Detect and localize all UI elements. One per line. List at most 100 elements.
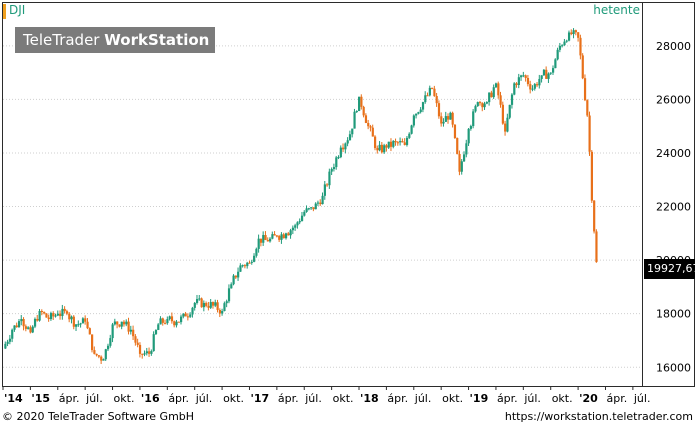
candle-body xyxy=(367,122,370,127)
candle-body xyxy=(118,324,121,327)
candle-body xyxy=(396,142,400,144)
candle-body xyxy=(513,83,516,95)
candle-body xyxy=(241,265,244,267)
x-tick-label: '17 xyxy=(250,392,269,405)
candle-body xyxy=(355,111,358,113)
candle-body xyxy=(346,140,349,144)
candle-body xyxy=(476,102,479,107)
candle-body xyxy=(554,59,557,69)
candle-body xyxy=(278,236,281,240)
period-label[interactable]: hetente xyxy=(593,3,640,17)
y-tick-label: 28000 xyxy=(656,40,691,53)
candle-body xyxy=(590,151,593,201)
candle-body xyxy=(478,102,482,104)
candle-body xyxy=(542,69,546,76)
candle-body xyxy=(383,145,386,153)
candle-body xyxy=(551,68,555,73)
candle-body xyxy=(300,215,304,222)
x-tick-label: ápr. xyxy=(168,392,189,405)
candle-body xyxy=(230,284,233,289)
candle-body xyxy=(410,125,413,134)
candle-body xyxy=(538,78,541,86)
candle-body xyxy=(148,351,151,354)
candle-body xyxy=(259,238,263,243)
candle-body xyxy=(524,75,527,78)
candle-body xyxy=(20,319,23,322)
candle-body xyxy=(234,275,237,278)
candle-body xyxy=(195,299,199,303)
x-tick-label: júl. xyxy=(195,392,213,405)
candle-body xyxy=(95,353,98,356)
candle-body xyxy=(17,321,21,328)
candle-body xyxy=(531,88,534,90)
candle-body xyxy=(22,319,25,327)
candle-body xyxy=(180,316,183,323)
candle-body xyxy=(68,313,71,320)
candle-body xyxy=(168,316,171,320)
candle-body xyxy=(469,126,473,129)
y-tick-label: 26000 xyxy=(656,93,691,106)
candle-body xyxy=(49,313,53,320)
candle-body xyxy=(4,343,7,349)
candle-body xyxy=(387,141,390,148)
candle-body xyxy=(111,324,114,339)
candle-body xyxy=(417,112,420,114)
candle-body xyxy=(485,102,489,104)
x-tick-label: ápr. xyxy=(59,392,80,405)
candle-body xyxy=(243,265,247,267)
x-tick-label: okt. xyxy=(114,392,135,405)
x-tick-label: okt. xyxy=(552,392,573,405)
instrument-symbol[interactable]: DJI xyxy=(9,3,26,17)
candle-body xyxy=(481,103,484,108)
candle-body xyxy=(440,116,443,124)
price-axis-border xyxy=(643,2,695,387)
candle-body xyxy=(225,301,228,304)
candle-body xyxy=(431,87,434,89)
source-url-link[interactable]: https://workstation.teletrader.com xyxy=(504,410,693,423)
candle-body xyxy=(175,321,178,326)
candle-body xyxy=(364,115,368,123)
candle-body xyxy=(556,49,559,60)
y-tick-label: 22000 xyxy=(656,201,691,214)
candle-body xyxy=(86,321,89,329)
candle-body xyxy=(232,275,235,285)
candle-body xyxy=(141,353,144,355)
candle-body xyxy=(581,55,584,79)
candle-body xyxy=(294,225,297,228)
candle-body xyxy=(385,145,388,148)
candle-body xyxy=(47,317,50,320)
candle-body xyxy=(593,200,596,232)
candle-body xyxy=(405,137,409,145)
candle-body xyxy=(319,202,322,205)
candle-body xyxy=(389,141,393,147)
x-tick-label: júl. xyxy=(85,392,103,405)
candle-body xyxy=(152,334,155,352)
candle-body xyxy=(296,222,299,226)
candle-body xyxy=(565,40,568,42)
candle-body xyxy=(399,141,402,143)
candle-body xyxy=(29,327,32,333)
candle-body xyxy=(472,111,475,127)
candle-body xyxy=(189,314,192,317)
candle-body xyxy=(266,239,269,242)
candle-body xyxy=(257,238,260,249)
x-tick-label: júl. xyxy=(414,392,432,405)
candle-body xyxy=(570,32,573,35)
candle-body xyxy=(134,336,137,343)
candle-body xyxy=(323,184,326,196)
candle-body xyxy=(433,88,436,97)
candle-body xyxy=(264,234,267,240)
candle-body xyxy=(447,116,450,120)
candle-body xyxy=(380,144,384,153)
x-tick-label: okt. xyxy=(442,392,463,405)
candle-body xyxy=(255,248,258,256)
x-tick-label: '19 xyxy=(470,392,489,405)
candle-body xyxy=(586,100,589,116)
candle-body xyxy=(504,123,507,132)
candle-body xyxy=(109,338,112,346)
candle-body xyxy=(579,37,582,56)
candle-body xyxy=(150,351,153,354)
x-tick-label: ápr. xyxy=(387,392,408,405)
